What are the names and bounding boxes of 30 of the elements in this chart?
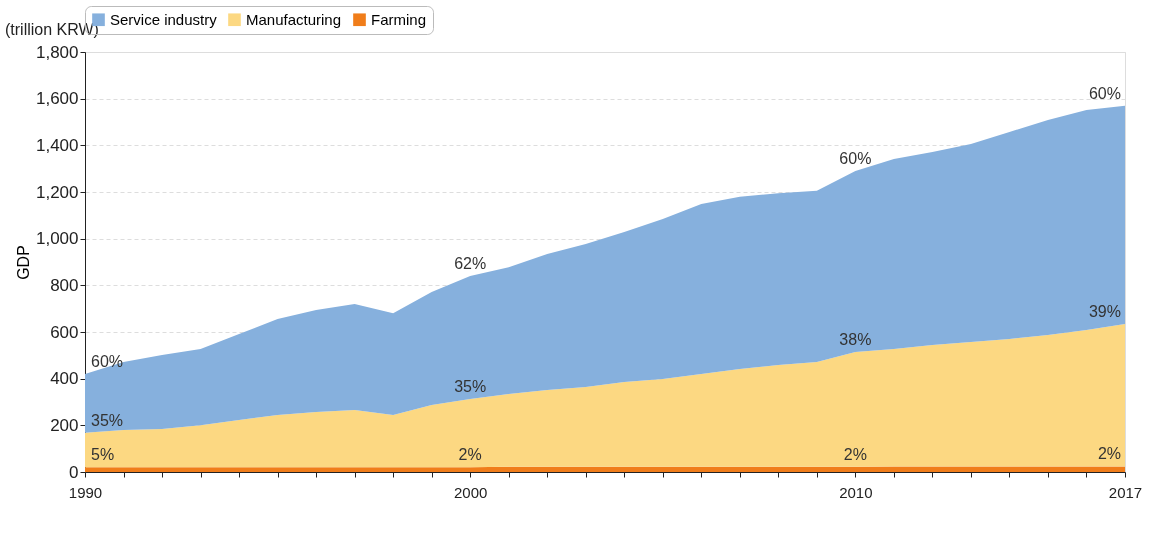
y-tick-label: 200 xyxy=(50,415,79,435)
annotation: 5% xyxy=(91,446,115,464)
y-tick-label: 1,400 xyxy=(35,135,79,155)
annotation: 39% xyxy=(1088,303,1121,321)
y-tick-label: 800 xyxy=(50,275,79,295)
annotation: 60% xyxy=(1088,84,1121,102)
y-axis-title: GDP xyxy=(14,245,32,280)
legend-label: Farming xyxy=(371,10,427,28)
x-tick-label: 2017 xyxy=(1108,483,1143,501)
annotation: 38% xyxy=(839,331,872,349)
annotation: 60% xyxy=(839,150,872,167)
annotation: 2% xyxy=(843,445,867,463)
x-tick-label: 1990 xyxy=(68,483,103,501)
annotation: 2% xyxy=(458,446,482,464)
legend-label: Service industry xyxy=(110,10,218,28)
x-tick-label: 2010 xyxy=(839,483,873,501)
x-tick-label: 2000 xyxy=(454,483,488,501)
y-tick-label: 400 xyxy=(50,369,79,389)
legend-label: Manufacturing xyxy=(246,10,342,28)
annotation: 60% xyxy=(91,353,124,370)
y-tick-label: 0 xyxy=(69,462,79,482)
y-tick-label: 1,800 xyxy=(35,42,79,62)
y-tick-label: 1,600 xyxy=(35,89,79,109)
y-tick-label: 1,000 xyxy=(35,229,79,249)
y-tick-label: 1,200 xyxy=(35,182,79,202)
annotation: 62% xyxy=(454,255,487,272)
annotation: 35% xyxy=(91,411,124,429)
annotation: 35% xyxy=(454,377,487,395)
y-tick-label: 600 xyxy=(50,322,79,342)
annotation: 2% xyxy=(1097,445,1121,463)
